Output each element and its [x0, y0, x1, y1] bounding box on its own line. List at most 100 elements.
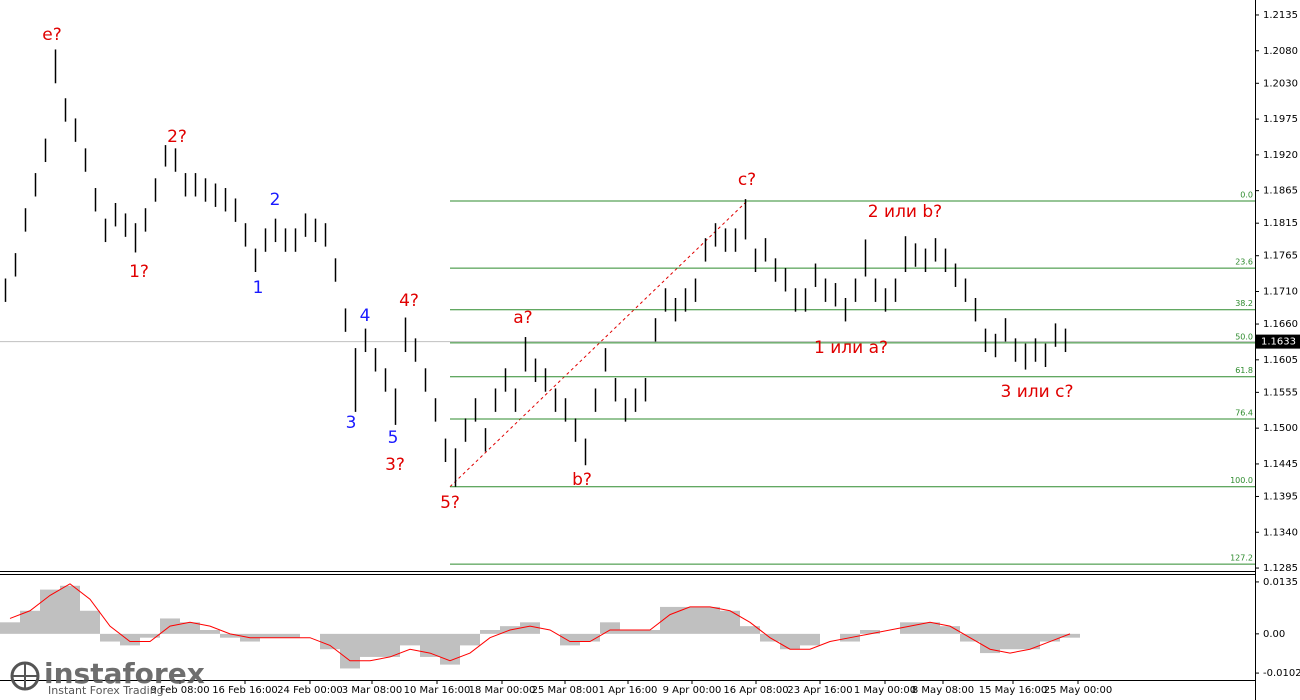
histogram-bar [60, 585, 80, 634]
y-tick-label: 1.1660 [1263, 319, 1298, 330]
histogram-bar [780, 633, 800, 650]
x-tick-label: 9 Apr 00:00 [663, 685, 722, 696]
fib-label: 23.6 [1235, 258, 1253, 267]
y-tick-label: 1.2135 [1263, 10, 1298, 21]
histogram-bar [100, 633, 120, 642]
wave-label: 5 [388, 428, 399, 448]
wave-label: e? [42, 25, 61, 45]
current-price-label: 1.1633 [1261, 337, 1296, 348]
histogram-bar [580, 633, 600, 642]
y-tick-label: 1.1865 [1263, 186, 1298, 197]
y-tick-label: 1.1500 [1263, 423, 1298, 434]
x-tick-label: 10 Mar 16:00 [404, 685, 471, 696]
x-tick-label: 25 Mar 08:00 [532, 685, 599, 696]
wave-label: b? [572, 470, 592, 490]
histogram-bar [320, 633, 340, 650]
histogram-bar [440, 633, 460, 665]
x-tick-label: 8 May 08:00 [912, 685, 974, 696]
watermark-tagline: Instant Forex Trading [48, 684, 164, 697]
histogram-bar [180, 622, 200, 634]
fib-trend-line [449, 200, 748, 488]
y-tick-label: 1.1285 [1263, 563, 1298, 574]
x-tick-label: 16 Feb 16:00 [212, 685, 278, 696]
histogram-bar [940, 626, 960, 634]
histogram-bar [340, 633, 360, 669]
histogram-bar [280, 633, 300, 638]
x-tick-label: 24 Feb 00:00 [277, 685, 343, 696]
histogram-bar [400, 633, 420, 646]
y-tick-label: 1.1445 [1263, 459, 1298, 470]
watermark: instaforex Instant Forex Trading [10, 657, 205, 697]
fib-label: 61.8 [1235, 366, 1253, 375]
histogram-bar [1020, 633, 1040, 650]
x-tick-label: 1 Apr 16:00 [599, 685, 658, 696]
histogram-bar [80, 610, 100, 634]
wave-label: 2 или b? [868, 202, 942, 222]
histogram-bar [200, 630, 220, 634]
histogram-bar [40, 589, 60, 634]
histogram-bar [20, 610, 40, 634]
y-tick-label: 1.1555 [1263, 387, 1298, 398]
wave-label: 5? [440, 493, 460, 513]
wave-label: 1? [129, 262, 149, 282]
histogram-bar [660, 606, 680, 634]
histogram-bar [920, 622, 940, 634]
histogram-bar [520, 622, 540, 634]
wave-label: 3 или c? [1001, 382, 1074, 402]
y-tick-label: 1.1920 [1263, 150, 1298, 161]
fib-label: 76.4 [1235, 409, 1253, 418]
signal-line [9, 583, 1071, 662]
histogram-bar [860, 630, 880, 634]
y-tick-label: 1.1765 [1263, 251, 1298, 262]
y-tick-label: 1.2080 [1263, 46, 1298, 57]
fib-label: 0.0 [1240, 191, 1253, 200]
x-tick-label: 18 Mar 00:00 [469, 685, 536, 696]
wave-label: 4? [399, 291, 419, 311]
histogram-bar [120, 633, 140, 646]
wave-label: 2? [167, 127, 187, 147]
wave-label: 3? [385, 455, 405, 475]
wave-label: 2 [270, 190, 281, 210]
histogram-bar [620, 630, 640, 634]
fib-label: 38.2 [1235, 299, 1253, 308]
histogram-bar [700, 606, 720, 634]
x-tick-label: 25 May 00:00 [1044, 685, 1113, 696]
x-tick-label: 23 Apr 16:00 [787, 685, 852, 696]
histogram-bar [0, 622, 20, 634]
histogram-bar [220, 633, 240, 638]
watermark-brand: instaforex [44, 657, 205, 690]
histogram-bar [360, 633, 380, 657]
fib-label: 50.0 [1235, 332, 1253, 341]
histogram-bar [980, 633, 1000, 654]
fib-label: 100.0 [1230, 476, 1253, 485]
histogram-bar [420, 633, 440, 657]
histogram-bar [1060, 633, 1080, 638]
x-tick-label: 9 Feb 08:00 [150, 685, 209, 696]
y-tick-label: 0.0135 [1263, 577, 1298, 588]
y-tick-label: -0.0102 [1263, 668, 1300, 679]
histogram-bar [1000, 633, 1020, 650]
wave-label: c? [738, 170, 756, 190]
histogram-bar [900, 622, 920, 634]
histogram-bar [260, 633, 280, 638]
wave-label: 3 [346, 413, 357, 433]
wave-label: 4 [360, 306, 371, 326]
x-tick-label: 1 May 00:00 [854, 685, 916, 696]
histogram-bar [460, 633, 480, 646]
y-tick-label: 1.1340 [1263, 527, 1298, 538]
histogram-bar [380, 633, 400, 657]
y-tick-label: 1.1710 [1263, 287, 1298, 298]
histogram-bar [800, 633, 820, 646]
histogram-bar [600, 622, 620, 634]
histogram-bar [680, 606, 700, 634]
histogram-bar [640, 630, 660, 634]
histogram-bar [1040, 633, 1060, 642]
y-tick-label: 0.00 [1263, 629, 1285, 640]
y-tick-label: 1.1605 [1263, 355, 1298, 366]
x-tick-label: 3 Mar 08:00 [342, 685, 402, 696]
x-tick-label: 15 May 16:00 [979, 685, 1048, 696]
current-price-box [1256, 334, 1300, 349]
histogram-bar [140, 633, 160, 638]
